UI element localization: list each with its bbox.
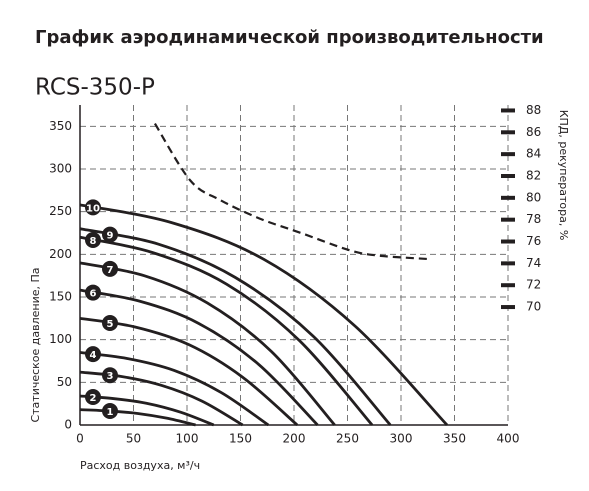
- x-tick-label: 50: [126, 432, 141, 446]
- curve-label: 2: [90, 393, 97, 404]
- x-tick-label: 200: [283, 432, 306, 446]
- x-tick-label: 250: [336, 432, 359, 446]
- y2-tick-label: 70: [526, 300, 541, 314]
- curve-badge: [85, 199, 101, 216]
- curve-badge: [102, 403, 118, 420]
- y2-axis-label: КПД, рекуператора, %: [557, 110, 570, 241]
- curve-label: 10: [86, 203, 100, 214]
- curve-badge: [102, 226, 118, 243]
- y2-tick-label: 78: [526, 212, 541, 226]
- curve-label: 5: [107, 319, 114, 330]
- x-tick-label: 350: [443, 432, 466, 446]
- x-tick-label: 0: [76, 432, 84, 446]
- y-axis-label: Статическое давление, Па: [29, 267, 42, 422]
- chart-subtitle: RCS-350-P: [35, 75, 155, 101]
- curve-badge: [85, 388, 101, 405]
- curve: [79, 261, 336, 426]
- y2-tick-label: 82: [526, 168, 541, 182]
- curve-label: 1: [107, 407, 114, 418]
- curve: [79, 351, 270, 427]
- y-tick-label: 350: [49, 119, 72, 133]
- curve: [79, 203, 449, 426]
- y-tick-label: 200: [49, 247, 72, 261]
- curve-label: 7: [107, 265, 114, 276]
- curve-badge: [102, 260, 118, 277]
- curve-badge: [85, 284, 101, 301]
- y2-tick-label: 76: [526, 234, 541, 248]
- efficiency-line: [153, 122, 428, 261]
- y-tick-label: 0: [64, 418, 72, 432]
- curve-badge: [102, 367, 118, 384]
- curve-label: 8: [90, 236, 97, 247]
- y-tick-label: 300: [49, 162, 72, 176]
- y2-tick-label: 88: [526, 103, 541, 117]
- y-tick-label: 150: [49, 290, 72, 304]
- y-tick-label: 250: [49, 204, 72, 218]
- x-axis-label: Расход воздуха, м³/ч: [80, 459, 200, 472]
- x-tick-label: 300: [390, 432, 413, 446]
- y-tick-label: 50: [57, 375, 72, 389]
- curve: [79, 316, 299, 427]
- y2-tick-label: 74: [526, 256, 541, 270]
- y2-tick-label: 72: [526, 278, 541, 292]
- curve-badge: [85, 346, 101, 363]
- curve-badge: [102, 315, 118, 332]
- curve-label: 3: [107, 371, 114, 382]
- curve: [79, 288, 319, 426]
- x-tick-label: 150: [229, 432, 252, 446]
- curve-label: 4: [90, 350, 97, 361]
- x-tick-label: 100: [176, 432, 199, 446]
- y-tick-label: 100: [49, 332, 72, 346]
- curve: [79, 408, 196, 427]
- curve-label: 9: [107, 231, 114, 242]
- curve: [79, 394, 215, 427]
- curve-label: 6: [90, 289, 97, 300]
- chart-title: График аэродинамической производительнос…: [35, 27, 544, 48]
- y2-tick-label: 84: [526, 147, 541, 161]
- curve-badge: [85, 232, 101, 249]
- y2-tick-label: 86: [526, 125, 541, 139]
- curve: [79, 235, 374, 426]
- curve: [79, 227, 392, 426]
- x-tick-label: 400: [497, 432, 520, 446]
- y2-tick-label: 80: [526, 190, 541, 204]
